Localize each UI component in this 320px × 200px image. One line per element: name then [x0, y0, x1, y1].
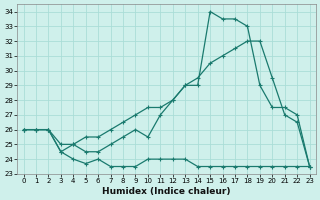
X-axis label: Humidex (Indice chaleur): Humidex (Indice chaleur) — [102, 187, 231, 196]
